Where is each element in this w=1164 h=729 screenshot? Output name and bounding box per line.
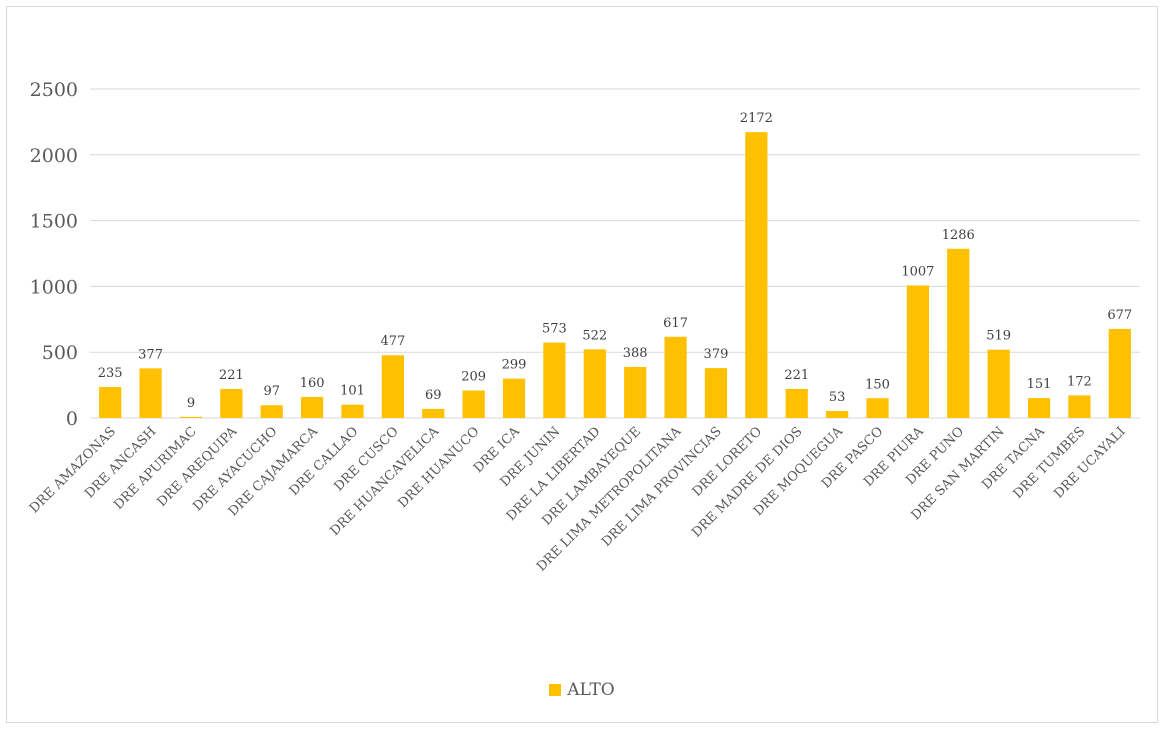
bar [987,349,1010,418]
bar [745,132,768,418]
data-label: 573 [542,322,567,337]
bar [422,408,445,418]
data-label: 9 [187,396,195,411]
bars [99,132,1131,418]
x-tick-label: DRE LORETO [690,424,765,499]
bar [139,368,162,418]
bar [543,342,566,418]
data-label: 388 [623,346,648,361]
data-label: 235 [98,366,123,381]
y-axis-ticks: 0 500 1000 1500 2000 2500 [30,79,78,430]
data-label: 677 [1107,308,1132,323]
data-label: 151 [1027,377,1052,392]
bar [583,349,606,418]
y-tick-label: 500 [42,342,78,364]
bar [301,396,324,418]
bar [1027,398,1051,418]
bar [179,416,203,418]
data-label: 1007 [901,264,934,279]
data-label: 522 [582,328,607,343]
bar [462,390,485,418]
bar [664,336,687,418]
bar [99,387,122,418]
legend-label: ALTO [567,680,615,700]
data-label: 519 [986,329,1011,344]
x-tick-label: DRE TUMBES [1011,424,1089,502]
data-label: 160 [300,376,325,391]
bar [1108,328,1131,418]
bar [704,368,728,418]
data-label: 150 [865,377,890,392]
gridlines [90,88,1140,419]
y-tick-label: 1000 [30,276,78,298]
bar [1068,395,1091,418]
x-tick-label: DRE UCAYALI [1051,424,1128,501]
data-labels: 235 377 9 221 97 160 101 477 69 209 299 573 522 388 61… [98,111,1132,411]
data-label: 101 [340,384,365,399]
data-label: 477 [380,334,405,349]
data-label: 2172 [740,111,773,126]
bar [624,366,647,418]
data-label: 221 [219,368,244,383]
bar [785,388,808,418]
data-label: 172 [1067,374,1092,389]
x-tick-label: DRE LIMA METROPOLITANA [534,424,685,575]
bar [220,388,243,418]
bar [906,285,929,418]
bar [381,355,404,418]
data-label: 209 [461,369,486,384]
data-label: 221 [784,368,809,383]
x-tick-label: DRE ANCASH [82,424,159,501]
legend-swatch [549,684,562,696]
data-label: 53 [829,390,846,405]
data-label: 617 [663,316,688,331]
bar [866,398,889,418]
legend: ALTO [0,680,1164,700]
data-label: 377 [138,347,163,362]
y-tick-label: 1500 [30,211,78,233]
data-label: 69 [425,388,442,403]
data-label: 299 [502,358,527,373]
data-label: 379 [704,347,729,362]
bar [826,411,849,418]
y-tick-label: 0 [66,408,78,430]
bar [502,378,526,418]
y-tick-label: 2000 [30,145,78,167]
y-tick-label: 2500 [30,79,78,101]
bar [947,248,970,418]
bar [260,405,283,418]
data-label: 1286 [942,228,975,243]
data-label: 97 [263,384,280,399]
bar [341,404,364,418]
